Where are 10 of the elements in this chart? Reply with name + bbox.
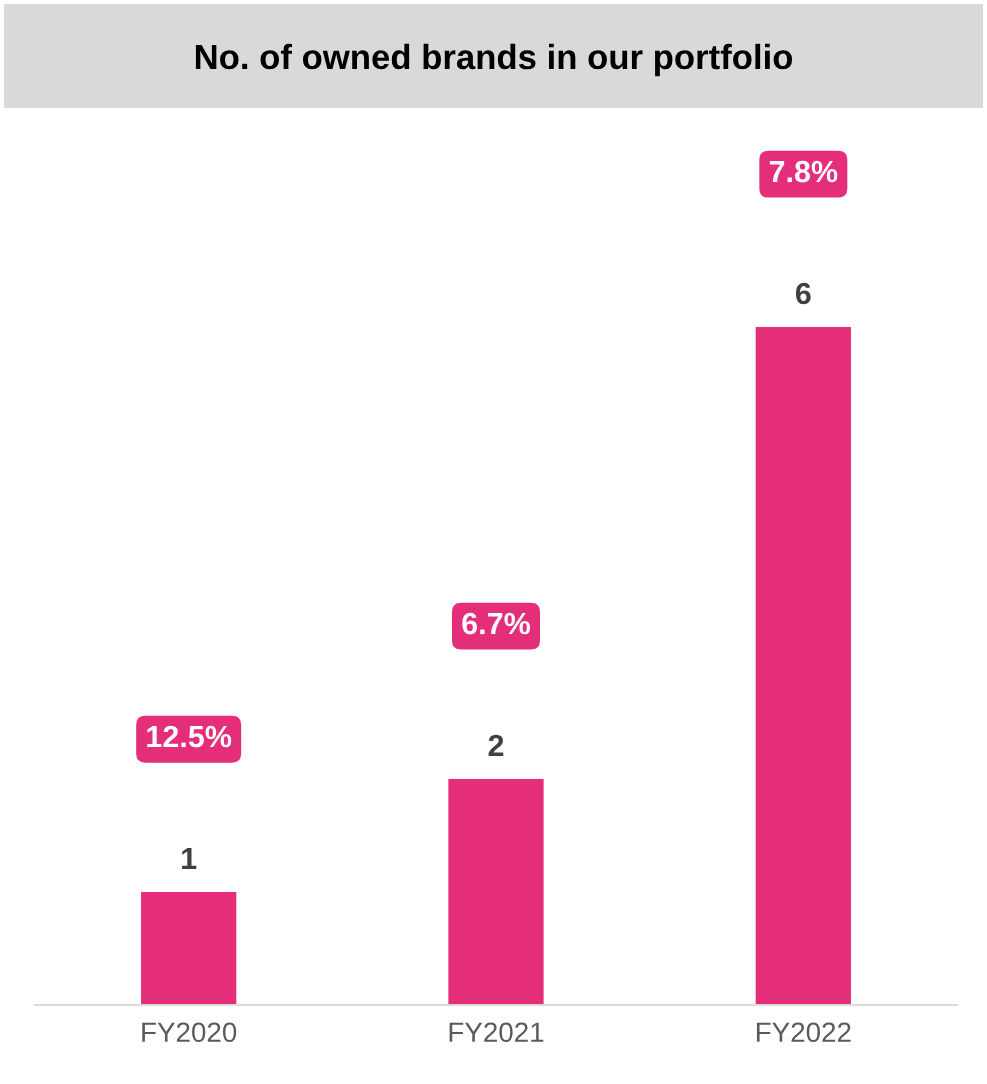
x-tick-label: FY2021: [449, 1022, 544, 1043]
data-label: 6: [795, 282, 811, 305]
chart-title: No. of owned brands in our portfolio: [195, 43, 793, 77]
data-label: 2: [488, 734, 504, 756]
annotation: 12.5%: [147, 725, 232, 748]
data-label: 1: [182, 847, 197, 869]
annotation: 6.7%: [462, 612, 531, 635]
x-tick-label: FY2020: [142, 1022, 237, 1043]
x-tick-label: FY2022: [756, 1022, 851, 1043]
text: 7.8%: [769, 160, 838, 183]
